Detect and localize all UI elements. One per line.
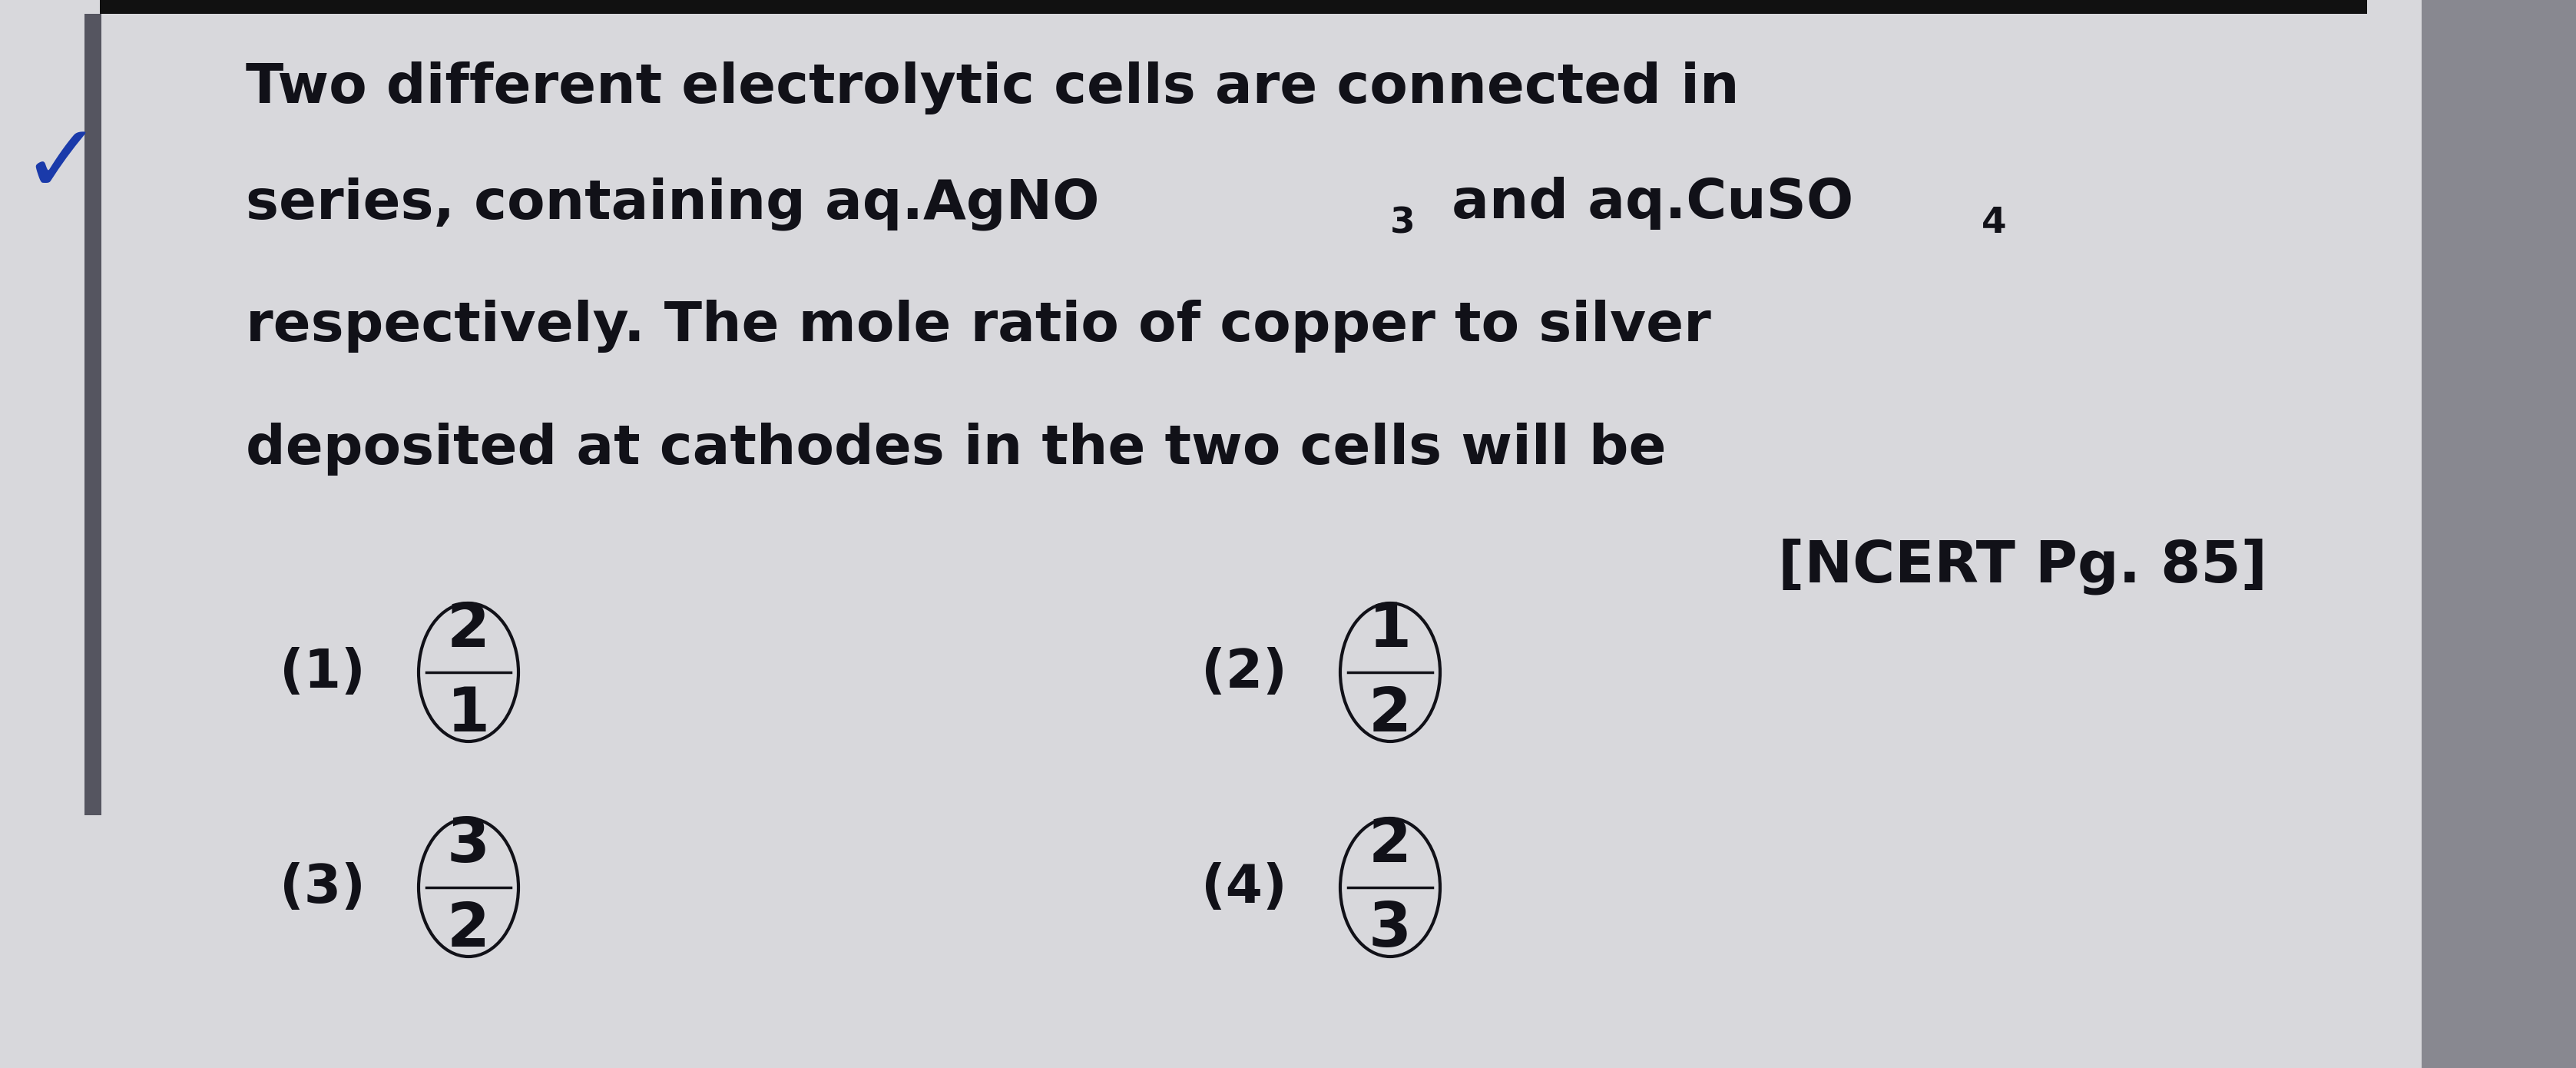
Text: ✓: ✓ [21,120,100,213]
Text: 3: 3 [1391,206,1414,240]
Text: (4): (4) [1200,862,1288,913]
Text: respectively. The mole ratio of copper to silver: respectively. The mole ratio of copper t… [245,300,1710,352]
Text: (3): (3) [281,862,366,913]
FancyBboxPatch shape [100,0,2367,14]
Text: (2): (2) [1200,646,1288,698]
FancyBboxPatch shape [2421,0,2576,1068]
Text: 3: 3 [448,815,489,875]
Text: series, containing aq.AgNO: series, containing aq.AgNO [245,176,1100,230]
Text: (1): (1) [281,646,366,698]
Text: 2: 2 [1368,815,1412,875]
Text: [NCERT Pg. 85]: [NCERT Pg. 85] [1777,538,2267,594]
Text: 4: 4 [1981,206,2007,240]
Text: 2: 2 [1368,685,1412,744]
Text: and aq.CuSO: and aq.CuSO [1432,176,1855,230]
FancyBboxPatch shape [0,0,2421,1068]
Text: 2: 2 [448,600,489,660]
Text: Two different electrolytic cells are connected in: Two different electrolytic cells are con… [245,62,1739,114]
Text: 3: 3 [1368,899,1412,960]
FancyBboxPatch shape [85,14,100,815]
Text: 1: 1 [1368,600,1412,660]
Text: 1: 1 [448,685,489,744]
Text: deposited at cathodes in the two cells will be: deposited at cathodes in the two cells w… [245,423,1667,475]
Text: 2: 2 [448,899,489,960]
